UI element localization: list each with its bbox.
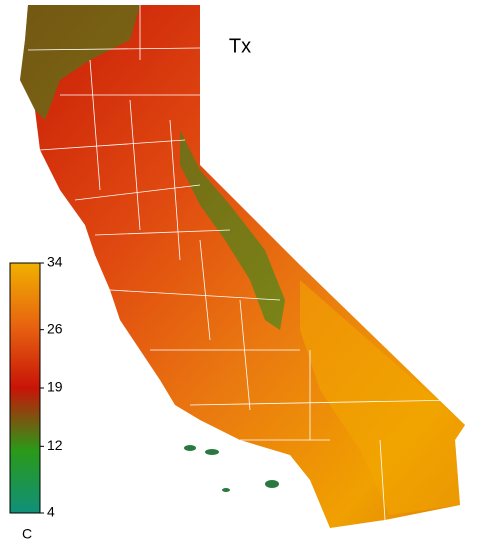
- colorbar-tick-label: 4: [47, 504, 55, 520]
- map-title: Tx: [229, 35, 251, 57]
- north-forest: [20, 5, 140, 120]
- colorbar-tick-label: 26: [47, 320, 63, 336]
- colorbar-unit: C: [22, 526, 32, 542]
- colorbar-tick-label: 34: [47, 254, 63, 270]
- islands: [184, 445, 279, 492]
- desert-warm: [300, 280, 465, 515]
- colorbar-tick-label: 12: [47, 437, 63, 453]
- colorbar-scale: [9, 262, 41, 514]
- sierra-forest: [180, 130, 285, 330]
- colorbar: [9, 262, 41, 514]
- california-map: [20, 5, 465, 528]
- colorbar-tick-label: 19: [47, 379, 63, 395]
- county-lines: [27, 5, 461, 521]
